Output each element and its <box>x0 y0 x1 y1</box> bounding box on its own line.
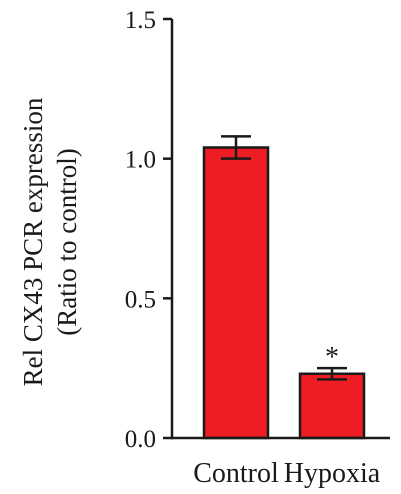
y-axis-label-line-1: Rel CX43 PCR expression <box>18 97 48 386</box>
y-tick-label-3: 1.5 <box>125 7 156 34</box>
y-axis-ticks: 0.0 0.5 1.0 1.5 <box>125 7 172 453</box>
bars: * <box>202 135 366 440</box>
y-tick-label-2: 1.0 <box>125 147 156 174</box>
category-labels: Control Hypoxia <box>193 458 381 489</box>
bar-hypoxia <box>298 372 366 440</box>
x-tick-label-control: Control <box>193 458 279 489</box>
y-tick-label-1: 0.5 <box>125 286 156 313</box>
y-axis-label-line-2: (Ratio to control) <box>52 148 82 335</box>
bar-control <box>202 146 270 440</box>
y-axis-label: Rel CX43 PCR expression (Ratio to contro… <box>18 97 82 386</box>
axes <box>170 19 390 440</box>
significance-marker-hypoxia: * <box>325 342 339 373</box>
y-tick-label-0: 0.0 <box>125 426 156 453</box>
x-tick-label-hypoxia: Hypoxia <box>284 458 381 489</box>
